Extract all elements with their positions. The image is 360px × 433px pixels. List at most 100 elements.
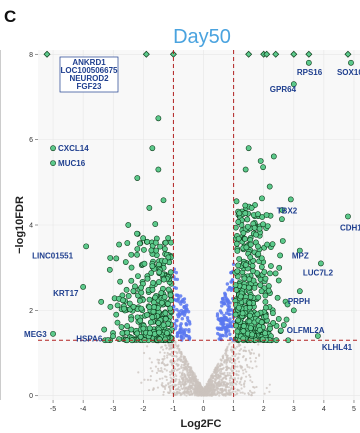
significant-point [290,307,297,314]
nonsignificant-point [238,349,241,352]
nonsignificant-point [257,343,260,346]
nonsignificant-point [199,384,202,387]
nonsignificant-point [238,352,241,356]
x-tick-label: -5 [50,406,56,413]
nonsignificant-point [207,388,210,391]
nonsignificant-point [174,379,177,382]
nonsignificant-point [249,360,253,363]
nonsignificant-point [232,390,235,393]
nonsignificant-point [212,389,215,392]
fc-only-point [176,297,180,302]
nonsignificant-point [159,351,162,354]
nonsignificant-point [215,371,218,374]
fc-only-point [221,334,226,338]
nonsignificant-point [161,382,164,385]
nonsignificant-point [180,355,183,358]
x-tick-label: -3 [110,406,116,413]
nonsignificant-point [173,360,176,363]
nonsignificant-point [235,373,238,376]
fc-only-point [225,298,230,303]
significant-point [235,235,242,242]
significant-point [261,269,268,275]
nonsignificant-point [208,391,211,394]
grid [38,50,360,400]
nonsignificant-point [246,365,249,368]
x-tick-label: 1 [232,406,236,413]
y-tick-label: 4 [29,223,33,230]
significant-point [137,333,144,340]
fc-only-point [178,324,182,328]
labeled-gene-point [83,243,90,250]
nonsignificant-point [257,354,261,357]
significant-point [255,211,261,218]
nonsignificant-point [186,391,189,394]
significant-point [156,329,162,336]
significant-point [233,198,240,205]
significant-point [164,300,171,307]
nonsignificant-point [236,392,239,395]
fc-only-point [175,331,180,336]
nonsignificant-point [163,351,166,354]
nonsignificant-point [263,392,266,395]
nonsignificant-point [163,355,166,358]
nonsignificant-point [226,371,229,375]
nonsignificant-point [221,357,224,360]
significant-point [120,297,126,304]
capped-point [290,50,298,58]
significant-point [242,236,248,242]
nonsignificant-point [150,361,153,364]
nonsignificant-point [172,369,175,372]
nonsignificant-point [178,378,181,381]
x-tick-label: -4 [80,406,86,413]
nonsignificant-point [218,364,221,367]
nonsignificant-point [217,390,220,393]
nonsignificant-point [236,345,239,348]
nonsignificant-point [182,383,186,387]
nonsignificant-point [236,365,239,368]
nonsignificant-point [247,393,251,396]
nonsignificant-point [187,387,190,391]
nonsignificant-point [194,381,197,384]
labeled-gene-point [317,260,324,267]
significant-point [128,316,135,323]
nonsignificant-point [172,375,175,378]
nonsignificant-point [162,393,165,396]
significant-point [140,325,147,332]
fc-only-point [219,300,224,304]
significant-point [279,238,286,244]
nonsignificant-point [229,376,232,379]
significant-point [162,310,169,317]
significant-point [130,288,137,294]
significant-point [152,221,159,227]
nonsignificant-point [233,377,237,380]
fc-only-point [225,282,230,286]
nonsignificant-point [158,377,161,380]
nonsignificant-point [234,390,237,393]
nonsignificant-point [182,368,185,372]
significant-point [240,328,247,334]
nonsignificant-point [223,359,226,362]
nonsignificant-point [163,387,167,391]
significant-point [155,115,162,122]
nonsignificant-point [216,369,220,373]
nonsignificant-point [241,355,245,359]
nonsignificant-point [219,370,223,373]
fc-only-point [178,327,183,332]
nonsignificant-point [220,381,223,384]
fc-only-point [223,291,227,296]
nonsignificant-point [234,382,237,385]
nonsignificant-point [184,387,188,390]
nonsignificant-point [190,374,193,377]
nonsignificant-point [181,374,184,377]
significant-point [146,325,153,332]
nonsignificant-point [213,368,216,371]
significant-point [262,313,269,320]
nonsignificant-point [248,351,251,354]
nonsignificant-point [179,393,183,396]
nonsignificant-point [194,384,197,387]
nonsignificant-point [164,344,167,347]
nonsignificant-point [234,359,237,362]
nonsignificant-point [168,387,171,390]
nonsignificant-point [241,369,245,372]
